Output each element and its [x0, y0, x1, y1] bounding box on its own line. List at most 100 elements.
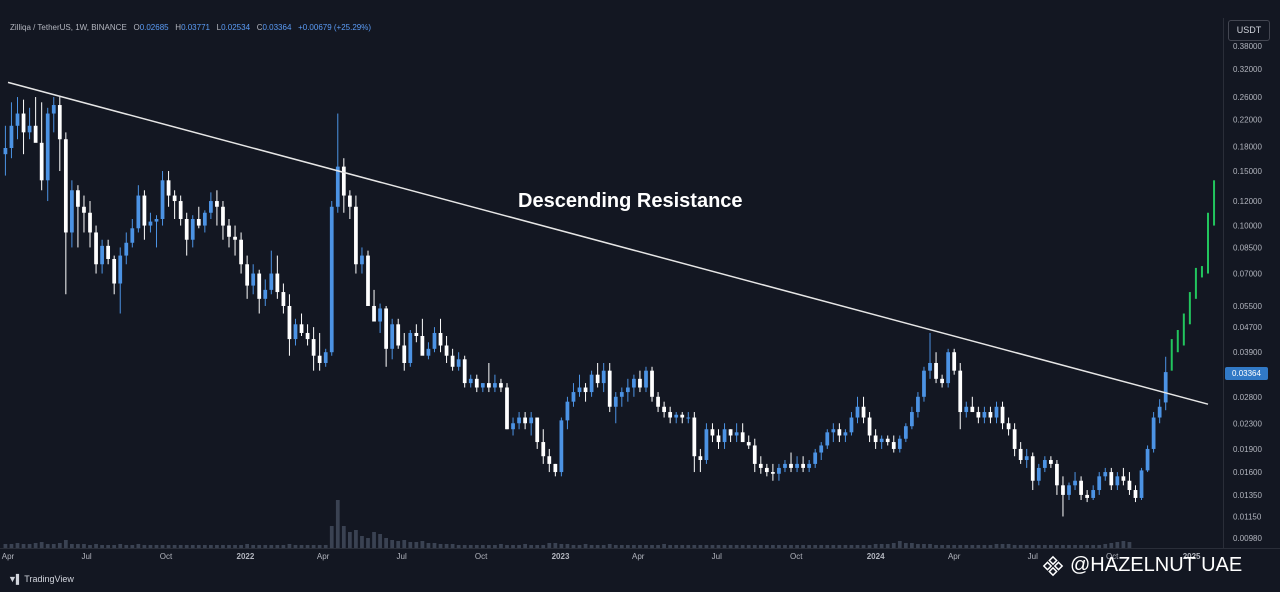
price-tick-label: 0.12000: [1233, 197, 1262, 206]
candle-body: [716, 435, 721, 443]
candle-body: [335, 166, 340, 207]
volume-bar: [650, 545, 654, 548]
time-tick-label: Apr: [948, 552, 961, 561]
volume-bar: [366, 538, 370, 548]
candle-body: [27, 125, 32, 133]
currency-button[interactable]: USDT: [1228, 20, 1270, 41]
volume-bar: [583, 544, 588, 548]
candle-body: [885, 438, 890, 443]
candle-body: [124, 242, 129, 256]
candle-body: [136, 195, 141, 229]
candle-body: [577, 387, 582, 393]
volume-bar: [196, 545, 201, 548]
time-tick-label: Oct: [1106, 552, 1119, 561]
descending-resistance-line[interactable]: [7, 81, 1209, 405]
volume-bar: [1061, 545, 1065, 548]
high-value: 0.03771: [181, 23, 210, 32]
time-tick-label: Oct: [790, 552, 803, 561]
volume-bar: [607, 544, 612, 548]
volume-bar: [124, 545, 129, 548]
candle-body: [245, 264, 250, 286]
candle-body: [1042, 460, 1047, 468]
volume-bar: [595, 545, 600, 548]
candle-body: [964, 406, 969, 413]
volume-bar: [390, 540, 395, 548]
volume-bar: [843, 545, 848, 548]
candle-body: [595, 374, 600, 384]
volume-bar: [982, 545, 987, 548]
volume-bar: [837, 545, 842, 548]
candle-body: [1000, 406, 1005, 424]
candle-body: [384, 308, 389, 349]
candle-body: [922, 370, 926, 397]
candle-body: [1097, 476, 1102, 491]
candle-body: [378, 308, 382, 322]
volume-bar: [764, 545, 769, 548]
candle-body: [789, 463, 793, 468]
volume-bar: [450, 544, 455, 548]
candle-body: [916, 396, 920, 413]
price-axis[interactable]: 0.38000 0.32000 0.26000 0.22000 0.18000 0.150…: [1233, 42, 1262, 543]
candle-body: [76, 190, 80, 207]
tradingview-logo[interactable]: ▼▌ TradingView: [8, 574, 74, 584]
candle-body: [148, 221, 153, 226]
volume-bar: [698, 545, 703, 548]
volume-bar: [335, 500, 340, 548]
candle-body: [57, 105, 62, 140]
volume-bar: [27, 544, 32, 548]
candle-body: [813, 452, 818, 464]
price-tick-label: 0.15000: [1233, 167, 1262, 176]
candle-body: [233, 236, 237, 240]
candle-body: [571, 392, 576, 402]
volume-bar: [601, 545, 606, 548]
candle-body: [1036, 467, 1041, 481]
volume-bar: [112, 545, 117, 548]
volume-bar: [486, 545, 491, 548]
candle-body: [662, 406, 666, 413]
volume-bar: [903, 543, 908, 548]
volume-bar: [577, 545, 582, 548]
time-tick-label: 2023: [552, 552, 570, 561]
candle-body: [88, 212, 92, 233]
candle-body: [1121, 476, 1126, 481]
volume-bar: [63, 540, 68, 548]
candle-body: [354, 206, 358, 265]
candle-body: [323, 352, 328, 363]
volume-bar: [656, 545, 660, 548]
volume-bar: [813, 545, 818, 548]
candle-body: [15, 113, 20, 126]
volume-bar: [885, 544, 890, 548]
candle-body: [456, 359, 461, 367]
candle-body: [299, 324, 304, 333]
candle-body: [293, 324, 298, 340]
volume-bar: [384, 538, 389, 548]
price-tick-label: 0.01900: [1233, 445, 1262, 454]
volume-bar: [82, 544, 86, 548]
candle-body: [184, 219, 189, 240]
time-axis[interactable]: Apr Jul Oct 2022 Apr Jul Oct 2023 Apr Jul Oct 2024 A…: [2, 552, 1201, 561]
volume-bar: [758, 545, 763, 548]
time-tick-label: Jul: [712, 552, 722, 561]
volume-bar: [106, 545, 111, 548]
candle-body: [106, 245, 111, 259]
candle-body: [474, 378, 479, 388]
volume-bar: [740, 545, 745, 548]
candle-body: [928, 362, 932, 371]
volume-bar: [692, 545, 697, 548]
candle-body: [1024, 456, 1029, 461]
time-tick-label: 2022: [237, 552, 255, 561]
volume-bar: [317, 545, 322, 548]
candle-body: [493, 383, 497, 388]
time-tick-label: Apr: [317, 552, 330, 561]
candle-body: [142, 195, 147, 226]
volume-bar: [668, 545, 673, 548]
volume-bar: [172, 545, 177, 548]
candle-body: [1030, 456, 1035, 481]
volume-bar: [21, 544, 26, 548]
candle-body: [94, 232, 98, 265]
volume-bar: [299, 545, 304, 548]
candle-body: [305, 332, 310, 340]
candle-body: [855, 406, 860, 418]
candle-body: [486, 383, 491, 388]
